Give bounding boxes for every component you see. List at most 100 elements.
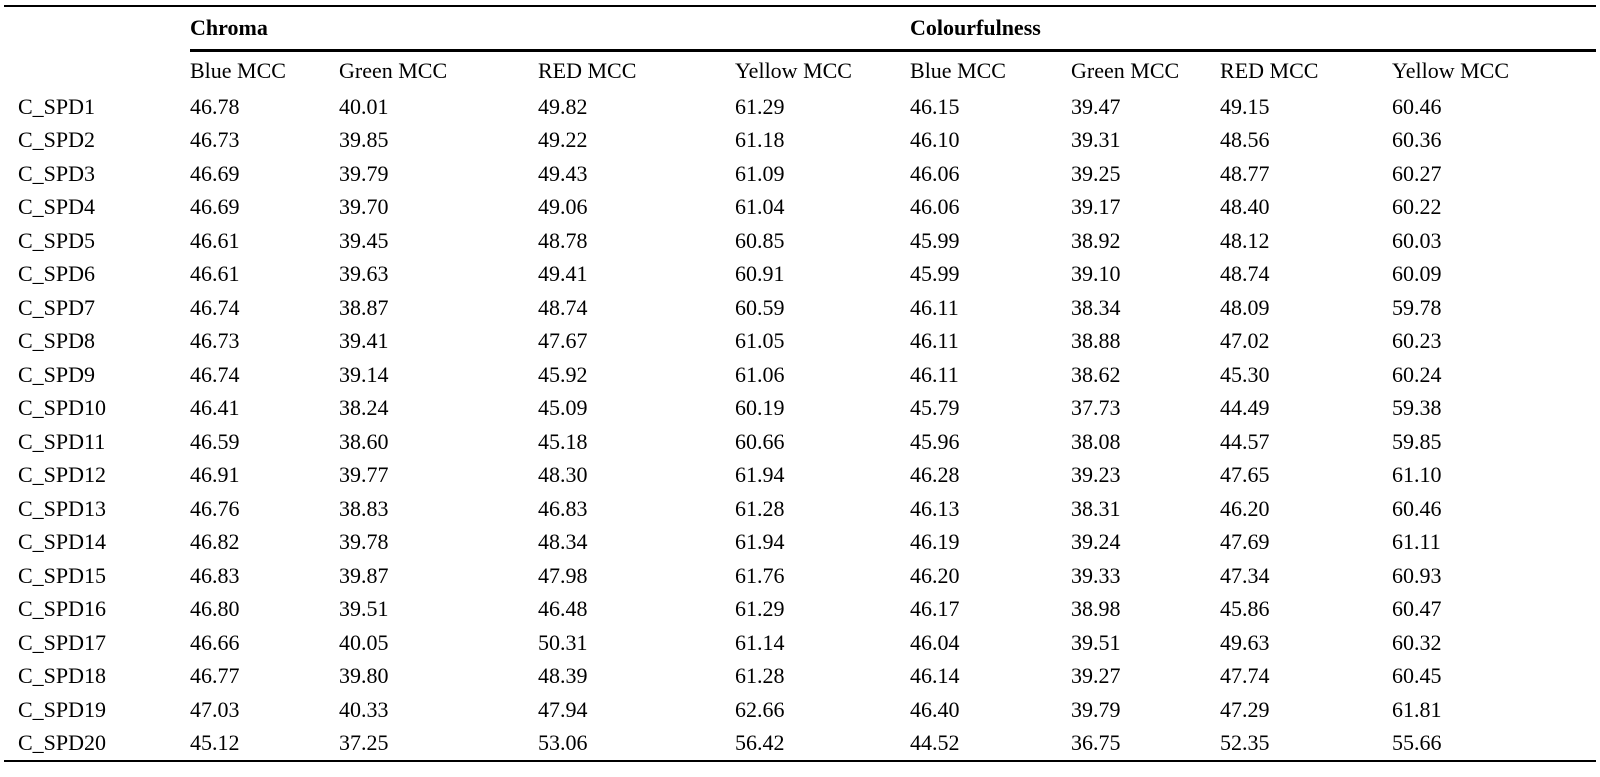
table-cell: 46.76 [190, 495, 240, 521]
table-cell: 45.79 [910, 395, 960, 421]
table-cell: 61.10 [1392, 462, 1442, 488]
table-cell: 61.29 [735, 93, 785, 119]
table-cell: 36.75 [1071, 726, 1221, 762]
table-cell: 47.03 [190, 696, 240, 722]
table-cell: 39.77 [339, 462, 389, 488]
table-cell: 46.40 [910, 696, 960, 722]
table-cell: 39.87 [339, 562, 389, 588]
table-cell: 60.27 [1392, 160, 1442, 186]
table-cell: 62.66 [735, 696, 785, 722]
group-header-chroma: Chroma [190, 5, 911, 52]
results-table: Chroma Colourfulness Blue MCC Green MCC RE… [4, 5, 1597, 762]
table-cell: 45.30 [1220, 361, 1270, 387]
table-row: C_SPD1 46.78 40.01 49.82 61.29 46.15 39.47 49.1… [4, 90, 1596, 124]
table-cell: 46.91 [190, 462, 240, 488]
table-cell: 39.51 [339, 596, 389, 622]
table-cell: 60.03 [1392, 227, 1442, 253]
table-row: C_SPD9 46.74 39.14 45.92 61.06 46.11 38.62 45.3… [4, 358, 1596, 392]
table-cell: 46.73 [190, 328, 240, 354]
table-row: C_SPD3 46.69 39.79 49.43 61.09 46.06 39.25 48.7… [4, 157, 1596, 191]
table-cell: 61.06 [735, 361, 785, 387]
table-row: C_SPD6 46.61 39.63 49.41 60.91 45.99 39.10 48.7… [4, 258, 1596, 292]
column-header: Green MCC [1071, 58, 1180, 83]
table-cell: 39.78 [339, 529, 389, 555]
table-cell: 46.83 [190, 562, 240, 588]
table-cell: 46.14 [910, 663, 960, 689]
table-cell: 55.66 [1392, 726, 1597, 762]
row-label: C_SPD4 [18, 194, 96, 220]
table-cell: 60.09 [1392, 261, 1442, 287]
table-cell: 40.05 [339, 629, 389, 655]
table-row: C_SPD2 46.73 39.85 49.22 61.18 46.10 39.31 48.5… [4, 124, 1596, 158]
row-label: C_SPD6 [18, 261, 96, 287]
table-cell: 45.92 [538, 361, 588, 387]
table-cell: 47.34 [1220, 562, 1270, 588]
table-cell: 49.15 [1220, 93, 1270, 119]
table-cell: 49.41 [538, 261, 588, 287]
table-cell: 46.41 [190, 395, 240, 421]
table-cell: 61.11 [1392, 529, 1441, 555]
table-cell: 60.19 [735, 395, 785, 421]
table-cell: 50.31 [538, 629, 588, 655]
table-row: C_SPD8 46.73 39.41 47.67 61.05 46.11 38.88 47.0… [4, 325, 1596, 359]
table-cell: 46.83 [538, 495, 588, 521]
table-cell: 61.09 [735, 160, 785, 186]
table-cell: 37.73 [1071, 395, 1121, 421]
table-cell: 60.22 [1392, 194, 1442, 220]
row-label-header [4, 51, 190, 91]
table-cell: 38.62 [1071, 361, 1121, 387]
table-cell: 46.66 [190, 629, 240, 655]
table-cell: 61.29 [735, 596, 785, 622]
column-header: Yellow MCC [735, 58, 852, 83]
table-cell: 60.23 [1392, 328, 1442, 354]
table-cell: 46.04 [910, 629, 960, 655]
table-cell: 60.66 [735, 428, 785, 454]
table-cell: 39.17 [1071, 194, 1121, 220]
table-cell: 45.96 [910, 428, 960, 454]
table-cell: 45.86 [1220, 596, 1270, 622]
table-cell: 46.06 [910, 194, 960, 220]
table-cell: 38.87 [339, 294, 389, 320]
table-body: C_SPD1 46.78 40.01 49.82 61.29 46.15 39.47 49.1… [4, 90, 1597, 762]
table-cell: 49.06 [538, 194, 588, 220]
table-cell: 61.28 [735, 663, 785, 689]
table-cell: 47.74 [1220, 663, 1270, 689]
group-header-row: Chroma Colourfulness [4, 5, 1597, 52]
table-cell: 46.20 [1220, 495, 1270, 521]
table-cell: 38.34 [1071, 294, 1121, 320]
row-label: C_SPD17 [18, 629, 107, 655]
table-cell: 49.82 [538, 93, 588, 119]
table-cell: 46.10 [910, 127, 960, 153]
table-cell: 40.33 [339, 696, 389, 722]
table-cell: 40.01 [339, 93, 389, 119]
table-cell: 61.18 [735, 127, 785, 153]
table-cell: 61.05 [735, 328, 785, 354]
table-cell: 45.09 [538, 395, 588, 421]
table-cell: 38.08 [1071, 428, 1121, 454]
table-cell: 46.11 [910, 294, 959, 320]
table-row: C_SPD13 46.76 38.83 46.83 61.28 46.13 38.31 46.… [4, 492, 1596, 526]
table-cell: 46.17 [910, 596, 960, 622]
table-cell: 44.52 [910, 726, 1072, 762]
table-cell: 52.35 [1220, 726, 1393, 762]
table-cell: 46.74 [190, 361, 240, 387]
table-cell: 48.09 [1220, 294, 1270, 320]
table-cell: 39.24 [1071, 529, 1121, 555]
row-label: C_SPD20 [4, 726, 190, 762]
table-cell: 61.76 [735, 562, 785, 588]
table-cell: 47.94 [538, 696, 588, 722]
table-cell: 38.98 [1071, 596, 1121, 622]
table-row: C_SPD19 47.03 40.33 47.94 62.66 46.40 39.79 47.… [4, 693, 1596, 727]
table-cell: 59.38 [1392, 395, 1442, 421]
corner-cell [4, 5, 190, 51]
row-label: C_SPD2 [18, 127, 96, 153]
table-cell: 49.63 [1220, 629, 1270, 655]
table-cell: 38.92 [1071, 227, 1121, 253]
table-cell: 59.78 [1392, 294, 1442, 320]
table-cell: 61.94 [735, 462, 785, 488]
table-cell: 39.14 [339, 361, 389, 387]
table-cell: 45.99 [910, 261, 960, 287]
table-row: C_SPD11 46.59 38.60 45.18 60.66 45.96 38.08 44.… [4, 425, 1596, 459]
table-cell: 39.25 [1071, 160, 1121, 186]
column-header: RED MCC [538, 58, 637, 83]
